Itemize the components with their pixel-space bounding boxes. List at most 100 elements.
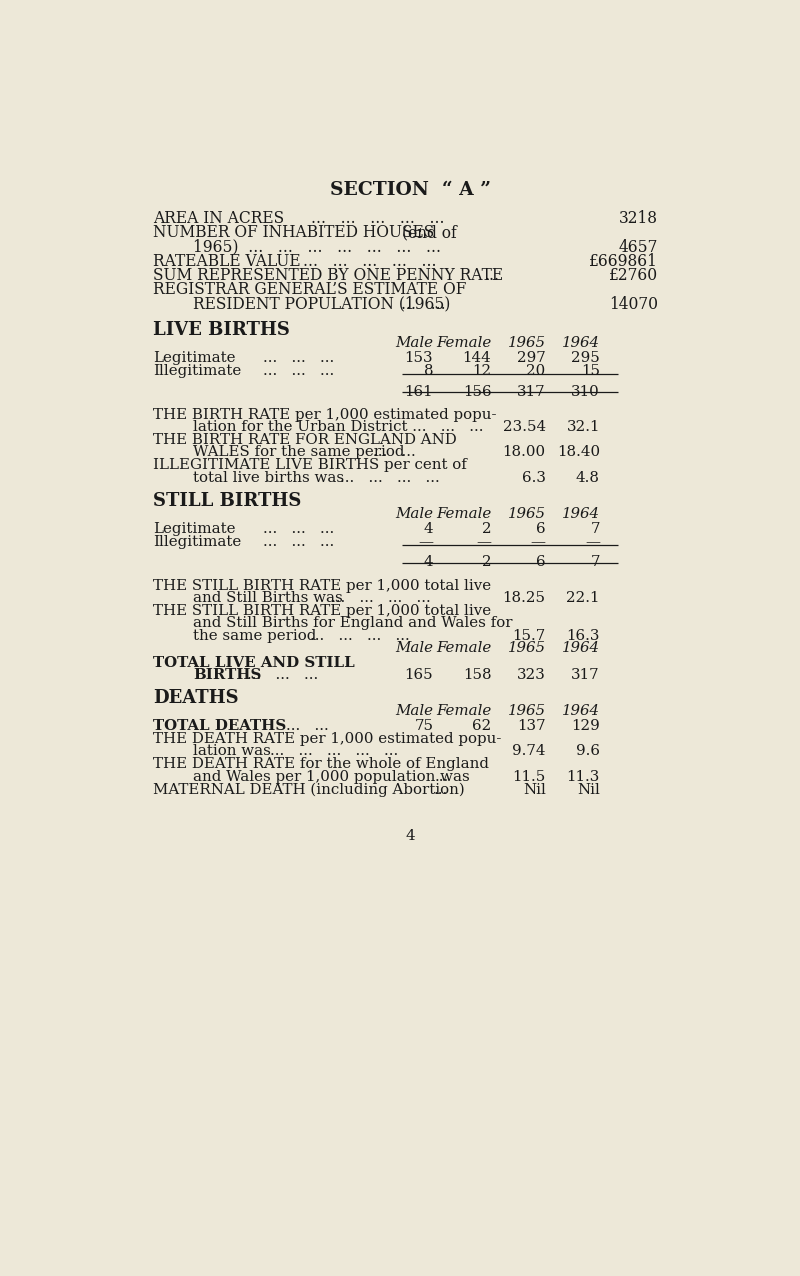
Text: 18.40: 18.40 bbox=[557, 445, 600, 459]
Text: Illegitimate: Illegitimate bbox=[153, 535, 241, 549]
Text: Male: Male bbox=[395, 336, 434, 350]
Text: Female: Female bbox=[436, 704, 491, 718]
Text: 2: 2 bbox=[482, 555, 491, 569]
Text: —: — bbox=[585, 535, 600, 549]
Text: 137: 137 bbox=[517, 718, 546, 732]
Text: 6: 6 bbox=[536, 522, 546, 536]
Text: 2: 2 bbox=[482, 522, 491, 536]
Text: ...   ...   ...   ...: ... ... ... ... bbox=[310, 629, 410, 643]
Text: MATERNAL DEATH (including Abortion): MATERNAL DEATH (including Abortion) bbox=[153, 782, 464, 798]
Text: Female: Female bbox=[436, 641, 491, 655]
Text: REGISTRAR GENERAL’S ESTIMATE OF: REGISTRAR GENERAL’S ESTIMATE OF bbox=[153, 281, 466, 299]
Text: SECTION  “ A ”: SECTION “ A ” bbox=[330, 181, 490, 199]
Text: 12: 12 bbox=[472, 364, 491, 378]
Text: 310: 310 bbox=[571, 384, 600, 398]
Text: 161: 161 bbox=[405, 384, 434, 398]
Text: Nil: Nil bbox=[577, 782, 600, 796]
Text: 7: 7 bbox=[590, 555, 600, 569]
Text: and Wales per 1,000 population was: and Wales per 1,000 population was bbox=[193, 769, 470, 783]
Text: ...   ...: ... ... bbox=[373, 445, 415, 459]
Text: 1965: 1965 bbox=[508, 336, 546, 350]
Text: £2760: £2760 bbox=[609, 267, 658, 285]
Text: Legitimate: Legitimate bbox=[153, 351, 235, 365]
Text: 22.1: 22.1 bbox=[566, 591, 600, 605]
Text: ...: ... bbox=[485, 267, 499, 285]
Text: THE BIRTH RATE per 1,000 estimated popu-: THE BIRTH RATE per 1,000 estimated popu- bbox=[153, 407, 496, 421]
Text: 4657: 4657 bbox=[618, 239, 658, 255]
Text: 129: 129 bbox=[571, 718, 600, 732]
Text: 20: 20 bbox=[526, 364, 546, 378]
Text: lation for the Urban District ...   ...   ...: lation for the Urban District ... ... ..… bbox=[193, 420, 483, 434]
Text: 323: 323 bbox=[517, 667, 546, 681]
Text: 317: 317 bbox=[517, 384, 546, 398]
Text: 8: 8 bbox=[424, 364, 434, 378]
Text: 297: 297 bbox=[517, 351, 546, 365]
Text: RESIDENT POPULATION (1965): RESIDENT POPULATION (1965) bbox=[193, 296, 450, 313]
Text: £669861: £669861 bbox=[589, 253, 658, 269]
Text: 4.8: 4.8 bbox=[576, 471, 600, 485]
Text: total live births was: total live births was bbox=[193, 471, 344, 485]
Text: 9.6: 9.6 bbox=[576, 744, 600, 758]
Text: ...   ...   ...: ... ... ... bbox=[247, 667, 318, 681]
Text: 18.25: 18.25 bbox=[502, 591, 546, 605]
Text: Male: Male bbox=[395, 704, 434, 718]
Text: 144: 144 bbox=[462, 351, 491, 365]
Text: 3218: 3218 bbox=[619, 211, 658, 227]
Text: STILL BIRTHS: STILL BIRTHS bbox=[153, 491, 301, 509]
Text: 11.5: 11.5 bbox=[512, 769, 546, 783]
Text: and Still Births for England and Wales for: and Still Births for England and Wales f… bbox=[193, 616, 513, 630]
Text: LIVE BIRTHS: LIVE BIRTHS bbox=[153, 320, 290, 338]
Text: 4: 4 bbox=[424, 555, 434, 569]
Text: TOTAL DEATHS: TOTAL DEATHS bbox=[153, 718, 286, 732]
Text: 23.54: 23.54 bbox=[502, 420, 546, 434]
Text: ...   ...   ...   ...   ...: ... ... ... ... ... bbox=[270, 744, 398, 758]
Text: Legitimate: Legitimate bbox=[153, 522, 235, 536]
Text: Nil: Nil bbox=[522, 782, 546, 796]
Text: ILLEGITIMATE LIVE BIRTHS per cent of: ILLEGITIMATE LIVE BIRTHS per cent of bbox=[153, 458, 466, 472]
Text: 1965: 1965 bbox=[508, 641, 546, 655]
Text: 15.7: 15.7 bbox=[512, 629, 546, 643]
Text: 15: 15 bbox=[581, 364, 600, 378]
Text: THE BIRTH RATE FOR ENGLAND AND: THE BIRTH RATE FOR ENGLAND AND bbox=[153, 433, 457, 447]
Text: BIRTHS: BIRTHS bbox=[193, 667, 262, 681]
Text: ...   ...: ... ... bbox=[401, 296, 446, 313]
Text: Female: Female bbox=[436, 336, 491, 350]
Text: 14070: 14070 bbox=[609, 296, 658, 313]
Text: ...   ...   ...   ...: ... ... ... ... bbox=[331, 591, 430, 605]
Text: ...: ... bbox=[435, 769, 449, 783]
Text: 156: 156 bbox=[462, 384, 491, 398]
Text: 158: 158 bbox=[462, 667, 491, 681]
Text: 1964: 1964 bbox=[562, 336, 600, 350]
Text: THE DEATH RATE per 1,000 estimated popu-: THE DEATH RATE per 1,000 estimated popu- bbox=[153, 731, 501, 745]
Text: 1964: 1964 bbox=[562, 641, 600, 655]
Text: ...   ...   ...: ... ... ... bbox=[262, 351, 334, 365]
Text: AREA IN ACRES: AREA IN ACRES bbox=[153, 211, 284, 227]
Text: 32.1: 32.1 bbox=[566, 420, 600, 434]
Text: ...   ...   ...   ...   ...: ... ... ... ... ... bbox=[310, 211, 444, 227]
Text: 165: 165 bbox=[405, 667, 434, 681]
Text: 7: 7 bbox=[590, 522, 600, 536]
Text: ...   ...   ...   ...   ...: ... ... ... ... ... bbox=[303, 253, 437, 269]
Text: DEATHS: DEATHS bbox=[153, 689, 238, 707]
Text: 75: 75 bbox=[414, 718, 434, 732]
Text: ...   ...   ...: ... ... ... bbox=[262, 364, 334, 378]
Text: ...   ...   ...: ... ... ... bbox=[262, 522, 334, 536]
Text: 18.00: 18.00 bbox=[502, 445, 546, 459]
Text: and Still Births was: and Still Births was bbox=[193, 591, 342, 605]
Text: ...   ...: ... ... bbox=[286, 718, 329, 732]
Text: 6: 6 bbox=[536, 555, 546, 569]
Text: 11.3: 11.3 bbox=[566, 769, 600, 783]
Text: WALES for the same period: WALES for the same period bbox=[193, 445, 405, 459]
Text: THE STILL BIRTH RATE per 1,000 total live: THE STILL BIRTH RATE per 1,000 total liv… bbox=[153, 604, 491, 618]
Text: 1964: 1964 bbox=[562, 507, 600, 521]
Text: 317: 317 bbox=[571, 667, 600, 681]
Text: ...: ... bbox=[434, 782, 447, 796]
Text: Male: Male bbox=[395, 507, 434, 521]
Text: 62: 62 bbox=[472, 718, 491, 732]
Text: ...   ...   ...: ... ... ... bbox=[262, 535, 334, 549]
Text: 6.3: 6.3 bbox=[522, 471, 546, 485]
Text: ...   ...   ...   ...: ... ... ... ... bbox=[340, 471, 440, 485]
Text: —: — bbox=[418, 535, 434, 549]
Text: 4: 4 bbox=[405, 829, 415, 842]
Text: the same period: the same period bbox=[193, 629, 316, 643]
